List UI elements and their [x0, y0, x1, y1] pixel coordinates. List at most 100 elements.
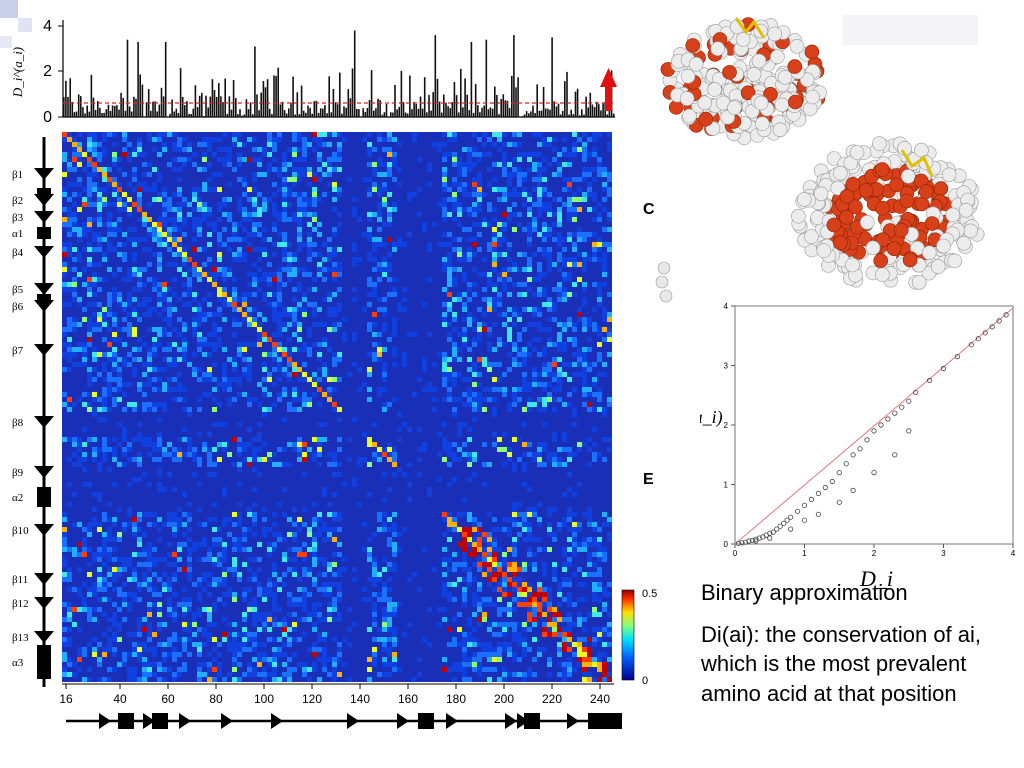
heatmap-cell [97, 372, 102, 377]
heatmap-cell [117, 302, 122, 307]
heatmap-cell [597, 657, 602, 662]
heatmap-cell [512, 622, 517, 627]
heatmap-cell [302, 457, 307, 462]
heatmap-cell [307, 667, 312, 672]
heatmap-cell [252, 607, 257, 612]
bar [440, 112, 443, 117]
heatmap-cell [77, 272, 82, 277]
heatmap-cell [467, 512, 472, 517]
heatmap-cell [422, 362, 427, 367]
heatmap-cell [452, 342, 457, 347]
heatmap-cell [567, 562, 572, 567]
heatmap-cell [92, 552, 97, 557]
heatmap-cell [377, 277, 382, 282]
heatmap-cell [107, 352, 112, 357]
heatmap-cell [547, 382, 552, 387]
heatmap-cell [382, 262, 387, 267]
heatmap-cell [412, 572, 417, 577]
heatmap-cell [292, 212, 297, 217]
heatmap-cell [522, 282, 527, 287]
bar [154, 101, 156, 117]
heatmap-cell [607, 592, 612, 597]
heatmap-cell [102, 537, 107, 542]
heatmap-cell [167, 202, 172, 207]
heatmap-cell [447, 272, 452, 277]
heatmap-cell [567, 177, 572, 182]
bar [67, 96, 69, 117]
strand-mark [34, 246, 54, 258]
heatmap-cell [152, 182, 157, 187]
heatmap-cell [442, 657, 447, 662]
heatmap-cell [92, 522, 97, 527]
heatmap-cell [237, 382, 242, 387]
heatmap-cell [352, 417, 357, 422]
heatmap-cell [492, 377, 497, 382]
heatmap-cell [107, 647, 112, 652]
heatmap-cell [477, 307, 482, 312]
heatmap-cell [607, 517, 612, 522]
heatmap-cell [162, 307, 167, 312]
heatmap-cell [562, 597, 567, 602]
heatmap-cell [202, 542, 207, 547]
heatmap-cell [157, 402, 162, 407]
heatmap-cell [527, 257, 532, 262]
heatmap-cell [147, 662, 152, 667]
bar [578, 115, 581, 117]
heatmap-cell [147, 452, 152, 457]
heatmap-cell [227, 357, 232, 362]
heatmap-cell [442, 582, 447, 587]
heatmap-cell [112, 397, 117, 402]
heatmap-cell [542, 632, 547, 637]
heatmap-cell [317, 377, 322, 382]
heatmap-cell [252, 397, 257, 402]
heatmap-cell [132, 632, 137, 637]
heatmap-cell [297, 242, 302, 247]
heatmap-cell [227, 267, 232, 272]
bar [339, 72, 341, 117]
heatmap-cell [587, 232, 592, 237]
colorbar: 0.5 0 [621, 588, 657, 685]
bar [71, 101, 74, 117]
heatmap-cell [237, 647, 242, 652]
heatmap-cell [67, 547, 72, 552]
heatmap-cell [67, 247, 72, 252]
bar [370, 70, 373, 117]
heatmap-cell [587, 322, 592, 327]
heatmap-cell [302, 137, 307, 142]
heatmap-cell [302, 342, 307, 347]
heatmap-cell [302, 452, 307, 457]
heatmap-cell [137, 462, 142, 467]
heatmap-cell [552, 537, 557, 542]
heatmap-cell [142, 362, 147, 367]
heatmap-cell [207, 452, 212, 457]
heatmap-cell [117, 627, 122, 632]
heatmap-cell [242, 632, 247, 637]
heatmap-cell [587, 167, 592, 172]
bar [345, 107, 347, 117]
heatmap-cell [152, 557, 157, 562]
heatmap-cell [207, 257, 212, 262]
bar [489, 107, 492, 117]
heatmap-cell [537, 247, 542, 252]
heatmap-cell [147, 582, 152, 587]
heatmap-cell [272, 212, 277, 217]
heatmap-cell [222, 602, 227, 607]
heatmap-cell [537, 457, 542, 462]
heatmap-cell [357, 387, 362, 392]
heatmap-cell [472, 162, 477, 167]
bar [419, 96, 422, 117]
heatmap-cell [217, 642, 222, 647]
heatmap-cell [507, 452, 512, 457]
heatmap-cell [262, 147, 267, 152]
scatter-point [795, 508, 801, 514]
heatmap-cell [127, 677, 132, 682]
heatmap-cell [137, 202, 142, 207]
heatmap-cell [592, 427, 597, 432]
heatmap-cell [442, 257, 447, 262]
heatmap-cell [77, 587, 82, 592]
heatmap-cell [297, 637, 302, 642]
heatmap-cell [252, 227, 257, 232]
heatmap-cell [607, 672, 612, 677]
heatmap-cell [162, 297, 167, 302]
heatmap-cell [112, 612, 117, 617]
